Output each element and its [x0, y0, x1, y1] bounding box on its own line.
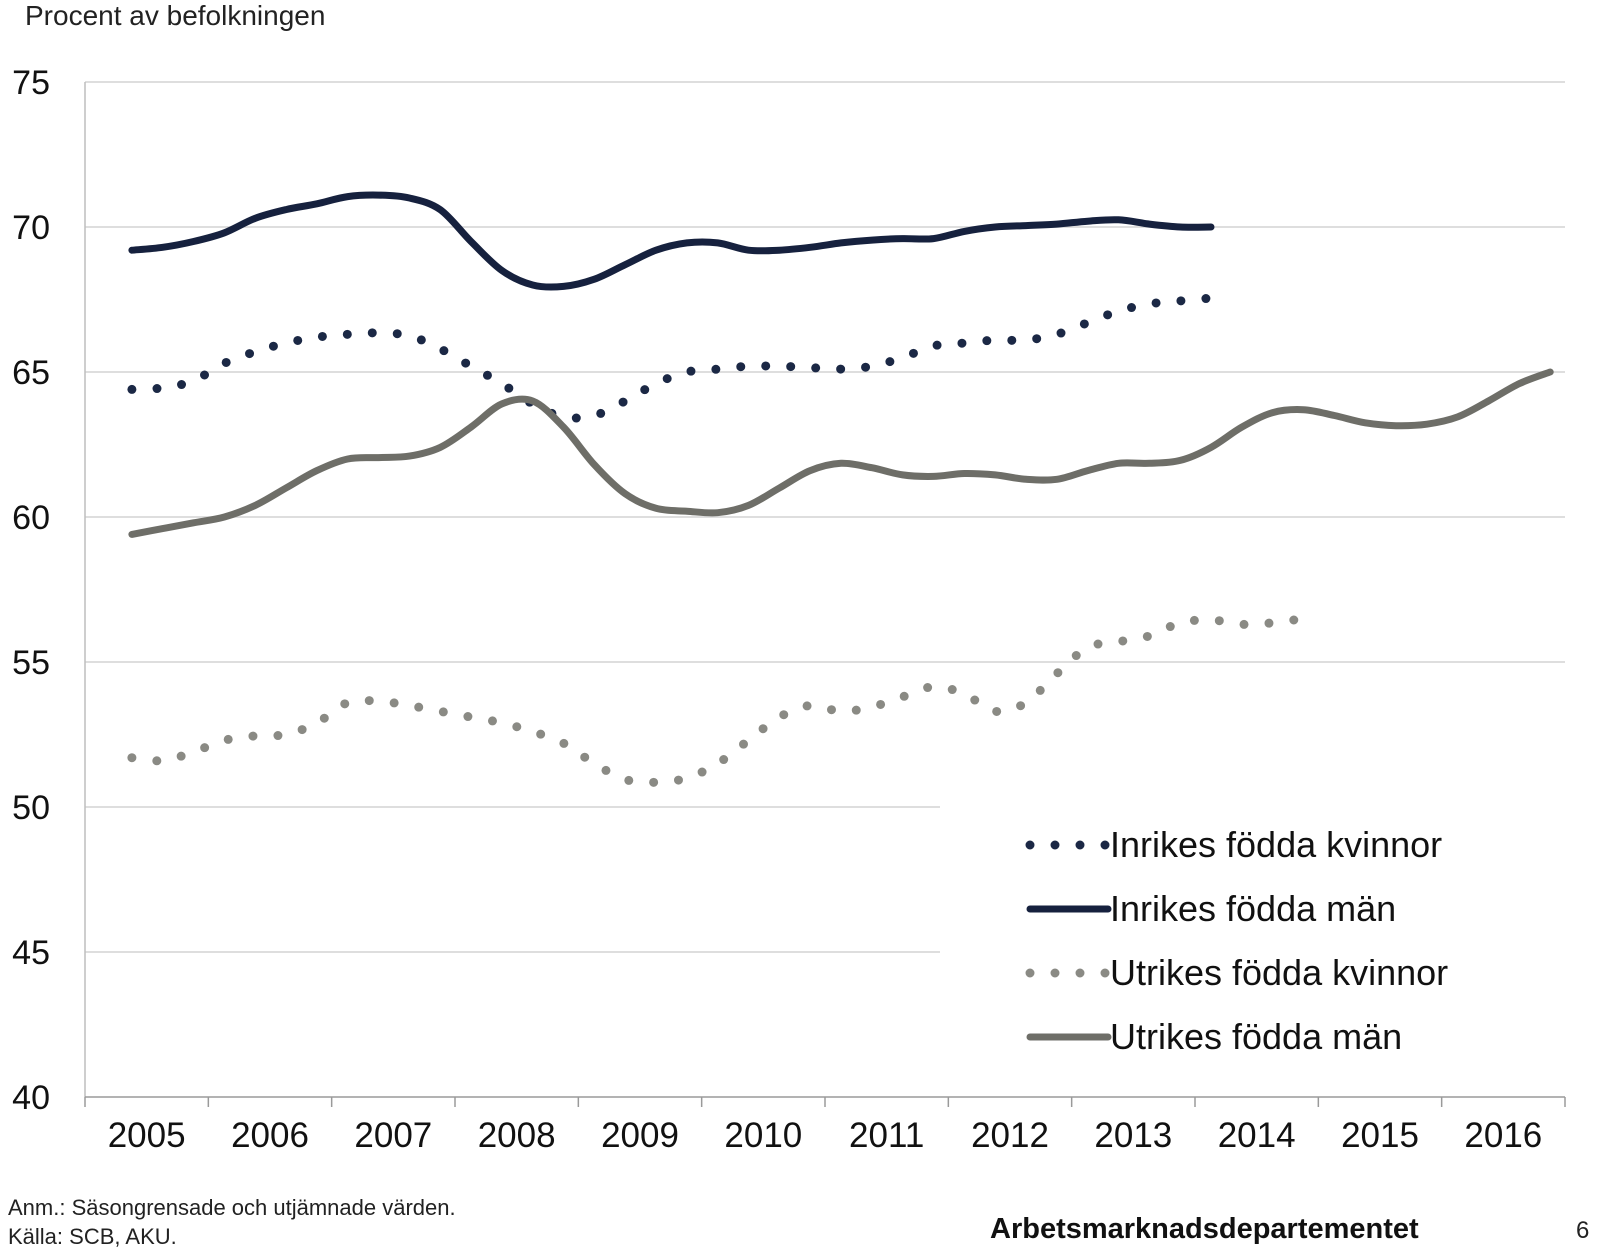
x-tick-label: 2007	[354, 1116, 432, 1155]
y-tick-label: 45	[12, 934, 50, 972]
legend: Inrikes födda kvinnor Inrikes födda män Ut…	[1025, 824, 1448, 1057]
y-tick-label: 70	[12, 209, 50, 247]
x-tick-label: 2016	[1464, 1116, 1542, 1155]
page-number: 6	[1576, 1217, 1590, 1244]
y-axis-label: Procent av befolkningen	[25, 0, 326, 31]
x-tick-label: 2006	[231, 1116, 309, 1155]
legend-label-inrikes-fodda-man: Inrikes födda män	[1110, 888, 1396, 929]
x-tick-label: 2008	[478, 1116, 556, 1155]
legend-label-utrikes-fodda-man: Utrikes födda män	[1110, 1016, 1402, 1057]
y-tick-label: 40	[12, 1079, 50, 1117]
x-tick-label: 2015	[1341, 1116, 1419, 1155]
series-utrikes-fodda-kvinnor	[127, 614, 1308, 787]
x-tick-label: 2014	[1218, 1116, 1296, 1155]
chart-source: Källa: SCB, AKU.	[8, 1224, 177, 1249]
x-tick-label: 2013	[1094, 1116, 1172, 1155]
x-tick-label: 2011	[849, 1116, 924, 1155]
x-tick-label: 2012	[971, 1116, 1049, 1155]
axes: 40 45 50 55 60 65 70 75 2005 2006 2007 2008 2009 2010…	[12, 64, 1566, 1155]
series-inrikes-fodda-kvinnor	[127, 293, 1216, 423]
series-lines	[127, 191, 1554, 787]
y-tick-label: 60	[12, 499, 50, 537]
chart-note: Anm.: Säsongrensade och utjämnade värden…	[8, 1195, 456, 1220]
grid-lines	[85, 81, 1565, 953]
x-tick-label: 2005	[108, 1116, 186, 1155]
series-utrikes-fodda-man	[128, 368, 1554, 538]
x-tick-label: 2010	[724, 1116, 802, 1155]
series-inrikes-fodda-man	[128, 191, 1215, 291]
y-tick-label: 75	[12, 64, 50, 102]
y-tick-label: 65	[12, 354, 50, 392]
legend-label-utrikes-fodda-kvinnor: Utrikes födda kvinnor	[1110, 952, 1448, 993]
legend-label-inrikes-fodda-kvinnor: Inrikes födda kvinnor	[1110, 824, 1442, 865]
department-name: Arbetsmarknadsdepartementet	[990, 1213, 1419, 1245]
x-tick-label: 2009	[601, 1116, 679, 1155]
y-tick-label: 55	[12, 644, 50, 682]
y-tick-label: 50	[12, 789, 50, 827]
